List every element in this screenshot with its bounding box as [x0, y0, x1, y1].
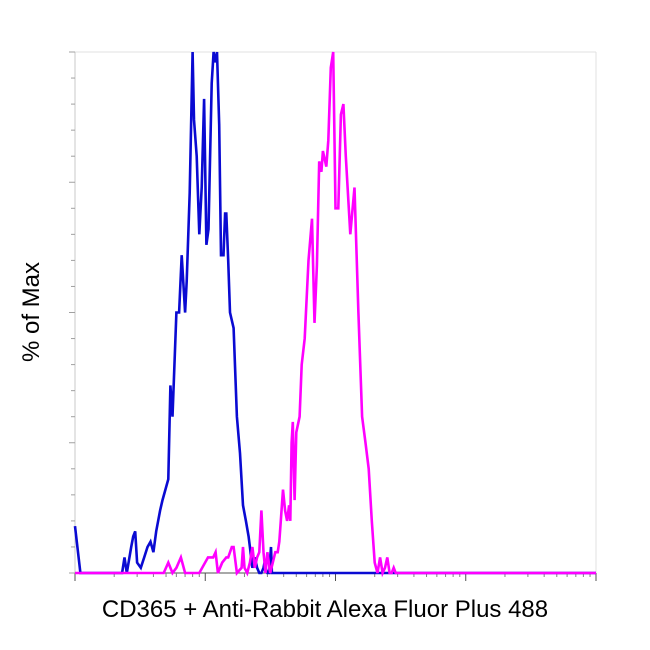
series-layer — [73, 51, 596, 578]
histogram-line-magenta — [75, 51, 596, 578]
y-axis-label: % of Max — [18, 261, 45, 363]
histogram-line-blue — [73, 51, 596, 575]
x-axis-label: CD365 + Anti-Rabbit Alexa Fluor Plus 488 — [101, 596, 549, 623]
y-axis-ticks — [69, 51, 75, 574]
